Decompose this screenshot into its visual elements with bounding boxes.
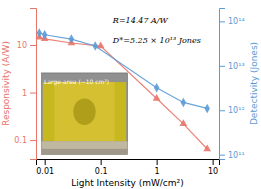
marker: [179, 119, 187, 126]
marker: [204, 104, 209, 113]
axis-line: [220, 9, 226, 160]
tick-label: 10¹²: [228, 106, 245, 115]
tick-mark: [30, 93, 36, 94]
inset-film-bright: [54, 82, 114, 141]
marker: [181, 98, 186, 107]
series-group: [36, 28, 211, 151]
tick-label: 1: [22, 89, 27, 98]
tick: 10¹³: [219, 62, 245, 71]
axis-line: [30, 9, 37, 160]
tick-mark: [157, 159, 158, 165]
tick-label: 10¹¹: [228, 151, 245, 160]
tick: 10: [208, 159, 218, 176]
x-axis-title: Light Intensity (mW/cm²): [71, 178, 183, 188]
series-line: [39, 33, 207, 109]
tick: 10¹²: [219, 106, 245, 115]
inset: Large-area (~10 cm²): [41, 73, 127, 155]
tick-label: 10¹³: [228, 62, 245, 71]
chart: Large-area (~10 cm²)0.010.11100.111010¹¹…: [0, 0, 261, 189]
inset-ruler-dark: [41, 149, 127, 155]
tick: 1: [22, 89, 36, 98]
tick-label: 10: [208, 167, 218, 176]
tick-mark: [30, 140, 36, 141]
inset-background: [41, 73, 127, 155]
marker: [203, 145, 211, 152]
tick: 10¹¹: [219, 151, 245, 160]
plot-area: Large-area (~10 cm²)0.010.11100.111010¹¹…: [14, 9, 244, 176]
y-axis-title: Responsivity (A/W): [1, 41, 11, 126]
tick: 1: [155, 159, 160, 176]
tick-mark: [30, 45, 36, 46]
tick-label: 0.01: [36, 167, 54, 176]
y2-axis: 10¹¹ 10¹² 10¹³ 10¹⁴: [219, 9, 245, 160]
marker: [154, 83, 159, 92]
tick: 0.1: [95, 159, 108, 176]
tick-label: 0.1: [95, 167, 108, 176]
inset-contact: [73, 98, 95, 125]
tick-mark: [219, 21, 225, 22]
tick-label: 0.1: [14, 136, 27, 145]
y2-axis-title: Detectivity (Jones): [249, 42, 259, 125]
tick: 10¹⁴: [219, 17, 245, 26]
tick-label: 10: [17, 41, 27, 50]
tick-mark: [45, 159, 46, 165]
tick-label: 1: [155, 167, 160, 176]
marker: [37, 28, 42, 37]
tick-mark: [219, 110, 225, 111]
x-axis: 0.01 0.1 1 10: [36, 159, 219, 176]
marker: [92, 41, 97, 50]
axis-line: [37, 160, 220, 166]
tick: 0.1: [14, 136, 36, 145]
annotation: R=14.47 A/W: [112, 16, 169, 25]
marker: [69, 34, 74, 43]
tick-mark: [101, 159, 102, 165]
tick: 0.01: [36, 159, 54, 176]
inset-ruler: [41, 141, 127, 154]
tick-label: 10¹⁴: [228, 17, 245, 26]
marker: [153, 94, 161, 101]
y-axis: 0.1 1 10: [14, 9, 36, 160]
tick-mark: [219, 155, 225, 156]
tick: 10: [17, 41, 36, 50]
tick-mark: [213, 159, 214, 165]
annotation: D*=5.25 × 10¹³ Jones: [112, 36, 201, 45]
inset-label: Large-area (~10 cm²): [44, 78, 109, 86]
series-line: [39, 37, 207, 149]
marker: [42, 30, 47, 39]
tick-mark: [219, 66, 225, 67]
inset-film: [43, 82, 126, 141]
